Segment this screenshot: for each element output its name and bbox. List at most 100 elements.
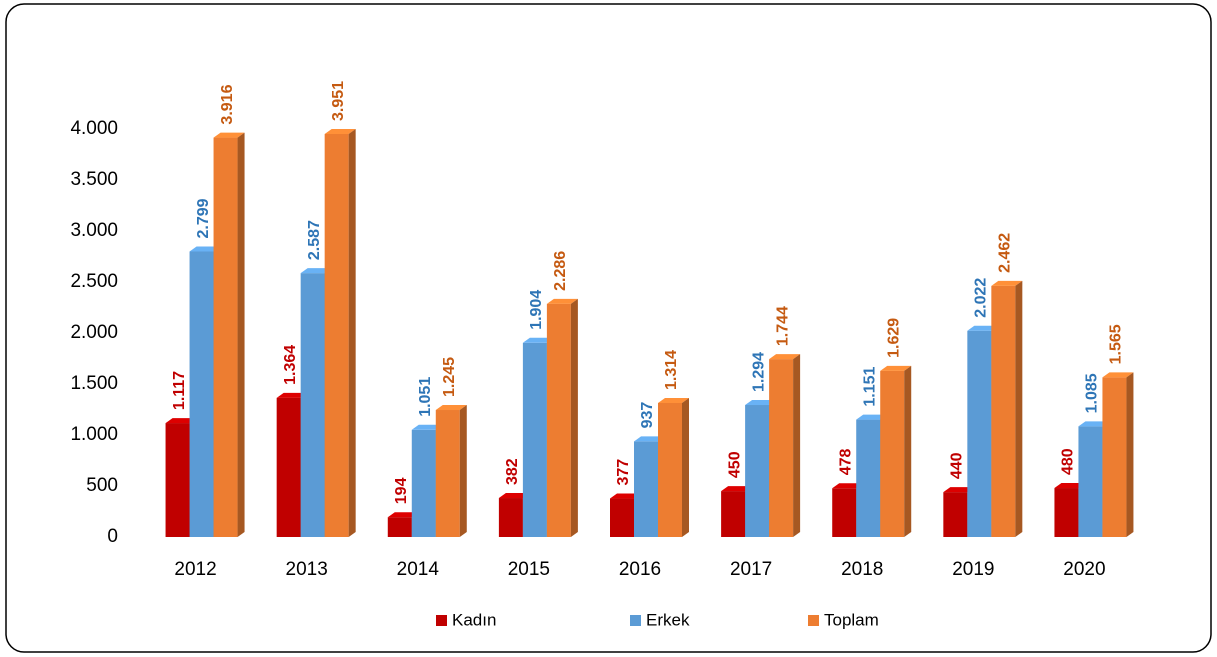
bar (967, 330, 992, 537)
value-label: 1.085 (1084, 373, 1101, 413)
bar (991, 285, 1016, 537)
bar-top (880, 365, 912, 371)
x-tick-label: 2018 (841, 559, 883, 580)
value-label: 377 (615, 459, 632, 486)
y-tick-label: 1.500 (70, 373, 118, 394)
bar (276, 397, 301, 537)
legend-swatch (630, 615, 641, 626)
y-tick-label: 4.000 (70, 118, 118, 139)
bar (498, 498, 523, 537)
x-tick-label: 2014 (397, 559, 440, 580)
bar (300, 273, 325, 537)
value-label: 1.245 (441, 357, 458, 397)
bar-side (570, 298, 578, 537)
value-label: 480 (1060, 448, 1077, 475)
bar-side (348, 128, 356, 538)
x-tick-label: 2017 (730, 559, 772, 580)
value-label: 1.364 (282, 345, 299, 385)
x-tick-label: 2020 (1063, 559, 1105, 580)
value-label: 2.286 (552, 251, 569, 291)
bar-top (610, 493, 641, 499)
bar-top (769, 354, 801, 360)
bar-top (1054, 483, 1086, 489)
value-label: 1.744 (774, 306, 791, 346)
bar (165, 423, 190, 537)
legend-swatch (808, 615, 819, 626)
bar-top (1102, 372, 1134, 378)
bar (769, 359, 794, 537)
bar (189, 251, 214, 537)
bar (213, 137, 238, 537)
y-tick-label: 1.000 (70, 424, 118, 445)
bar (634, 441, 658, 537)
bar-top (435, 405, 467, 411)
bar (745, 405, 770, 537)
bar-top (745, 400, 777, 406)
value-label: 2.587 (306, 220, 323, 260)
bar (856, 419, 881, 537)
value-label: 450 (726, 451, 743, 478)
bar-side (682, 397, 689, 537)
value-label: 1.117 (171, 371, 188, 410)
bar (324, 133, 349, 538)
legend-label: Erkek (646, 610, 690, 629)
value-label: 1.151 (861, 366, 878, 406)
x-tick-label: 2016 (619, 559, 661, 580)
bar-side (237, 132, 245, 537)
bar-top (411, 424, 443, 430)
bar-top (1078, 421, 1110, 427)
value-label: 440 (949, 452, 966, 479)
value-label: 2.799 (195, 198, 212, 238)
y-tick-label: 3.500 (70, 169, 118, 190)
bar-top (832, 483, 864, 489)
bar (658, 402, 682, 537)
bar-side (1126, 372, 1134, 537)
bar (546, 303, 571, 537)
chart-border (5, 3, 1212, 653)
bar-top (967, 325, 999, 331)
value-label: 478 (837, 448, 854, 475)
bar-side (1015, 280, 1023, 537)
bar (387, 517, 412, 537)
bar-top (165, 418, 197, 424)
bar-side (793, 354, 801, 537)
value-label: 2.462 (997, 233, 1014, 273)
bar (522, 342, 547, 537)
bar (411, 429, 436, 537)
value-label: 1.629 (885, 318, 902, 358)
value-label: 2.022 (973, 278, 990, 318)
x-tick-label: 2015 (508, 559, 550, 580)
bar-top (721, 486, 753, 492)
y-tick-label: 3.000 (70, 220, 118, 241)
bar-top (991, 280, 1023, 286)
legend-label: Kadın (452, 610, 496, 629)
value-label: 382 (504, 458, 521, 485)
value-label: 937 (639, 402, 656, 429)
bar-top (498, 493, 530, 499)
bar (435, 410, 460, 537)
bar-top (213, 132, 245, 138)
bar (832, 488, 857, 537)
value-label: 3.916 (219, 84, 236, 124)
value-label: 1.904 (528, 290, 545, 330)
bar-top (943, 487, 975, 493)
bar (610, 498, 634, 537)
y-tick-label: 2.000 (70, 322, 118, 343)
y-tick-label: 500 (86, 475, 118, 496)
value-label: 1.294 (750, 352, 767, 392)
y-tick-label: 2.500 (70, 271, 118, 292)
value-label: 1.051 (417, 377, 434, 417)
bar-side (459, 405, 467, 537)
value-label: 3.951 (330, 81, 347, 121)
x-tick-label: 2012 (174, 559, 216, 580)
bar-top (276, 392, 308, 398)
x-tick-label: 2019 (952, 559, 994, 580)
bar (1054, 488, 1079, 537)
bar-top (658, 397, 689, 403)
bar-top (324, 128, 356, 134)
bar (943, 492, 968, 537)
bar (1078, 426, 1103, 537)
bar (1102, 377, 1127, 537)
bar-top (522, 337, 554, 343)
